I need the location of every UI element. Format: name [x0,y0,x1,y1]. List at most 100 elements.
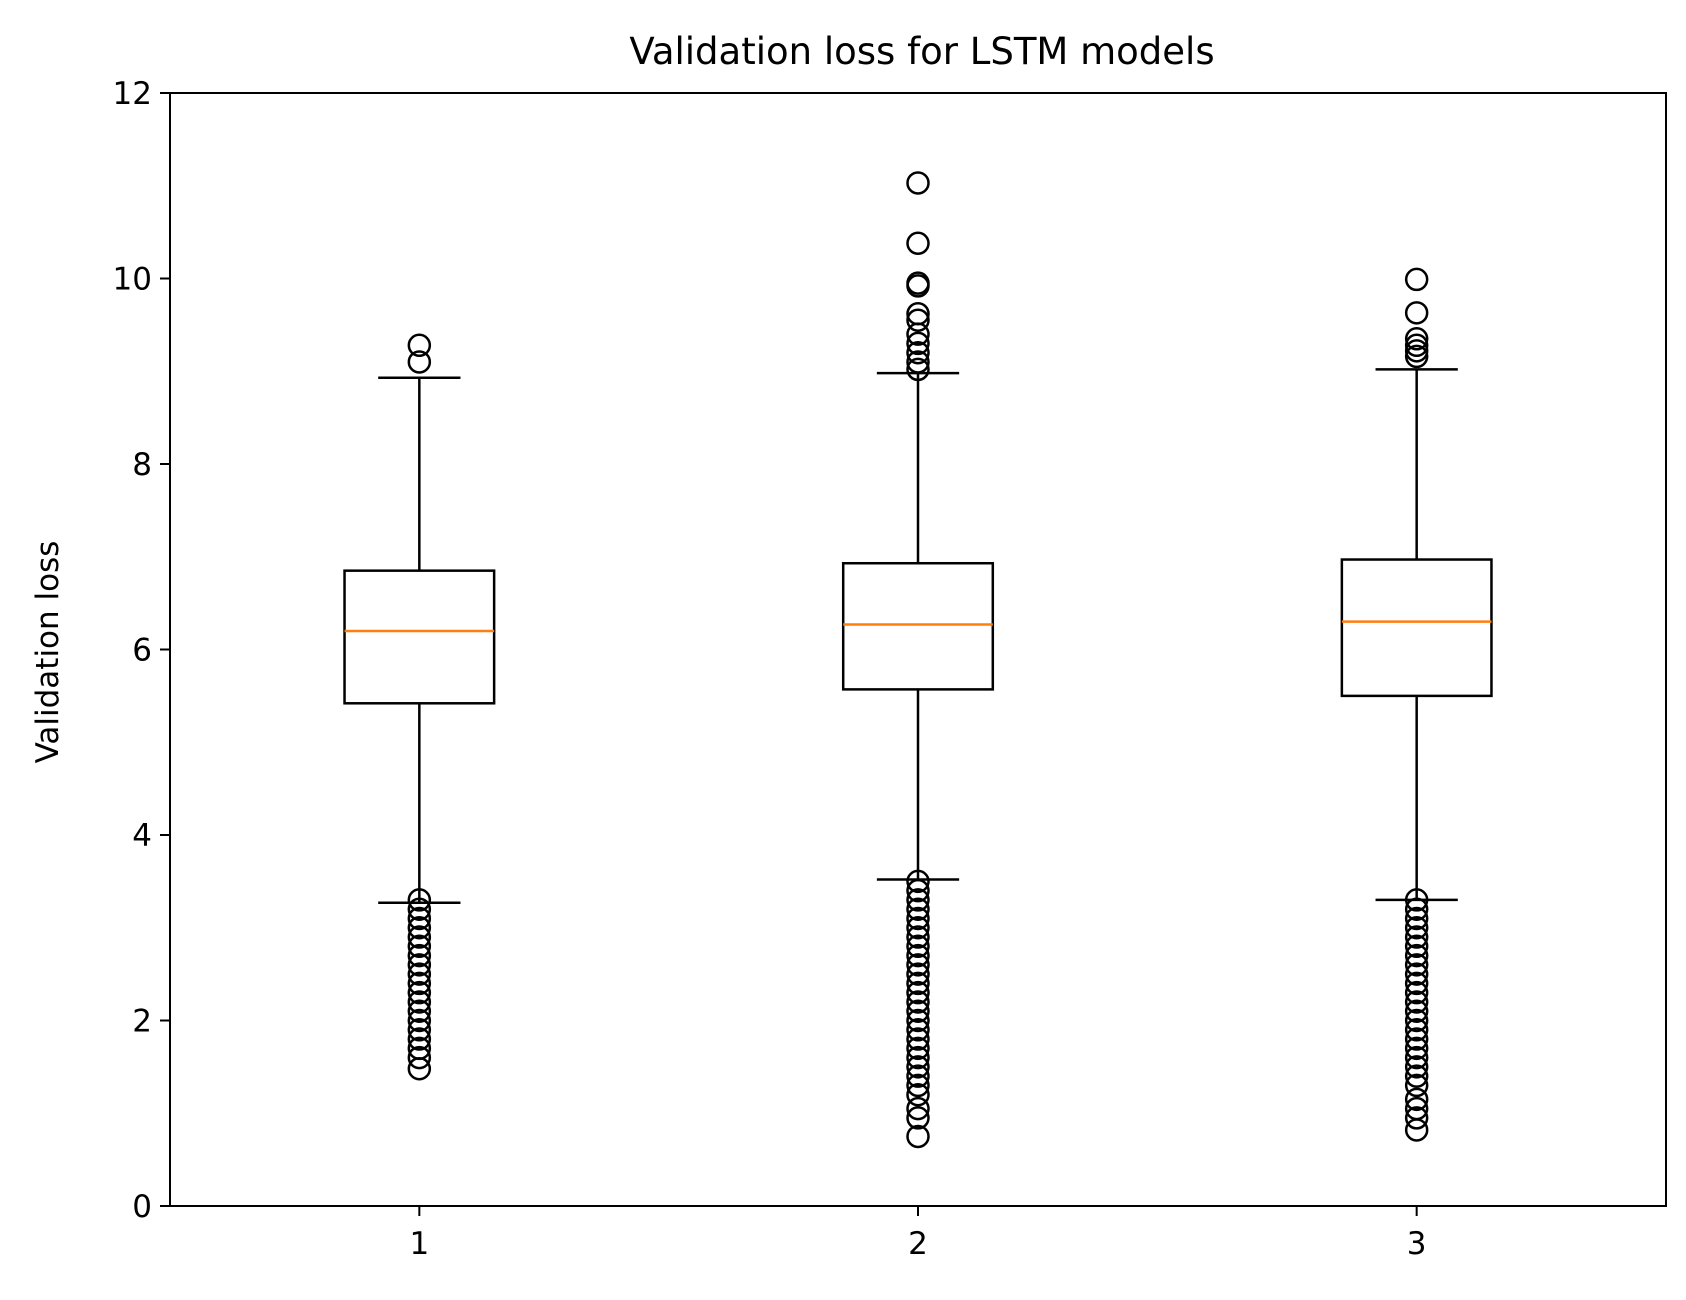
box-iqr [841,561,995,691]
flier-point [407,333,432,358]
flier-point [407,934,432,959]
flier-point [1404,1027,1429,1051]
flier-point [407,1027,432,1051]
flier-point [1404,1073,1429,1098]
plot-area [343,171,1493,1149]
flier-point [906,308,930,332]
chart-title: Validation loss for LSTM models [629,30,1214,73]
flier-point [906,1096,930,1121]
box-iqr [1340,558,1493,698]
flier-point [906,1027,930,1051]
flier-point [906,1073,930,1098]
flier-point [906,962,930,986]
flier-point [906,1064,930,1088]
flier-point [906,916,930,940]
flier-point [906,925,930,949]
flier-point [1404,1064,1429,1088]
flier-point [906,1106,930,1130]
y-tick-label: 6 [132,633,152,669]
flier-point [906,357,930,382]
flier-point [906,869,930,894]
flier-point [906,990,930,1014]
flier-point [906,980,930,1005]
flier-point [906,1055,930,1079]
flier-point [906,897,930,921]
flier-point [407,897,432,921]
y-axis-label: Validation loss [30,541,66,764]
flier-point [1404,1118,1429,1142]
y-tick-label: 8 [132,447,152,483]
flier-point [906,171,930,195]
flier-point [407,916,432,940]
flier-point [906,350,930,374]
flier-point [1404,1106,1429,1130]
flier-point [1404,888,1429,912]
flier-point [1404,301,1429,325]
x-tick-label: 3 [1407,1226,1427,1262]
flier-point [1404,267,1429,292]
flier-point [1404,971,1429,996]
flier-point [1404,953,1429,977]
y-tick-label: 4 [132,818,152,854]
flier-point [407,990,432,1014]
flier-point [906,331,930,356]
flier-point [1404,943,1429,968]
y-tick-label: 12 [113,76,152,112]
flier-point [906,340,930,365]
flier-point [906,322,930,346]
flier-point [407,980,432,1005]
flier-point [407,1045,432,1070]
flier-point [1404,980,1429,1005]
y-tick-label: 0 [132,1189,152,1225]
flier-point [1404,1055,1429,1079]
flier-point [407,888,432,912]
flier-point [906,1036,930,1061]
flier-point [1404,1087,1429,1112]
x-tick-label: 2 [908,1226,928,1262]
flier-point [1404,1018,1429,1042]
flier-point [407,906,432,931]
flier-point [407,350,432,374]
flier-point [906,953,930,977]
flier-point [906,274,930,298]
flier-point [407,1056,432,1081]
flier-point [1404,1045,1429,1070]
flier-point [407,971,432,996]
flier-point [1404,1036,1429,1061]
flier-point [906,1082,930,1107]
flier-point [407,962,432,986]
flier-point [906,999,930,1023]
flier-point [1404,339,1429,363]
flier-point [906,888,930,912]
flier-point [906,934,930,959]
y-tick-label: 2 [132,1004,152,1040]
flier-point [1404,1008,1429,1033]
flier-point [1404,990,1429,1014]
flier-point [1404,333,1429,358]
x-tick-label: 1 [409,1226,429,1262]
flier-point [1404,925,1429,949]
flier-point [1404,934,1429,959]
flier-point [1404,962,1429,986]
flier-point [1404,327,1429,351]
flier-point [407,1018,432,1042]
flier-point [906,1018,930,1042]
flier-point [906,943,930,968]
flier-point [407,1008,432,1033]
flier-point [906,1124,930,1149]
flier-point [407,953,432,977]
flier-point [1404,999,1429,1023]
box-iqr [343,569,496,705]
flier-point [906,231,930,256]
flier-point [906,1045,930,1070]
flier-point [906,906,930,931]
flier-point [407,925,432,949]
flier-point [906,971,930,996]
flier-point [1404,916,1429,940]
flier-point [407,999,432,1023]
flier-point [906,878,930,903]
y-tick-label: 10 [113,262,152,298]
flier-point [1404,897,1429,921]
